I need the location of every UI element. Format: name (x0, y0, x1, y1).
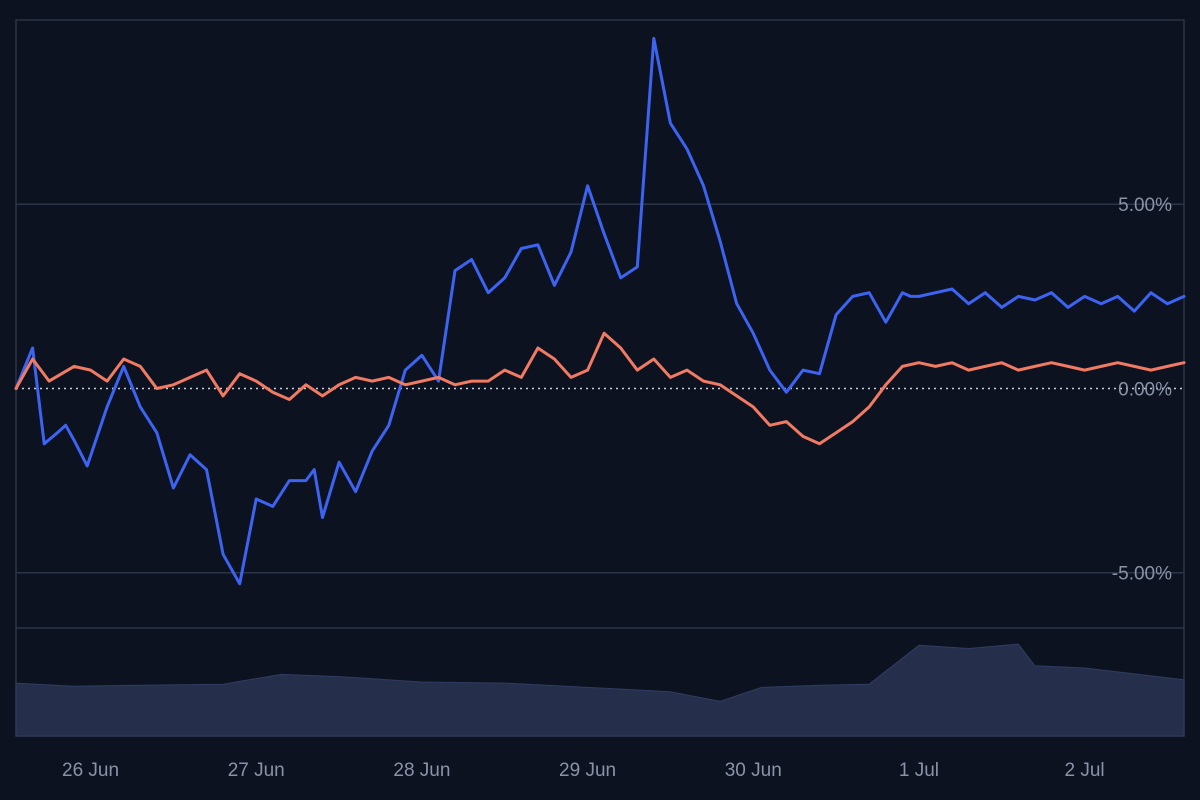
y-tick-label: 0.00% (1118, 379, 1172, 400)
y-tick-label: -5.00% (1112, 564, 1172, 585)
volume-area (15, 643, 1185, 737)
y-axis: 5.00% 0.00% -5.00% (1112, 195, 1172, 584)
x-tick-label: 30 Jun (725, 760, 782, 781)
y-tick-label: 5.00% (1118, 195, 1172, 216)
x-tick-label: 2 Jul (1065, 760, 1105, 781)
x-tick-label: 29 Jun (559, 760, 616, 781)
x-tick-label: 1 Jul (899, 760, 939, 781)
series-line-0 (14, 36, 1186, 586)
x-tick-label: 26 Jun (62, 760, 119, 781)
x-axis: 26 Jun 27 Jun 28 Jun 29 Jun 30 Jun 1 Jul 2 Jul (62, 760, 1105, 781)
volume-layer (15, 643, 1185, 737)
x-tick-label: 27 Jun (228, 760, 285, 781)
series-line-1 (14, 331, 1186, 446)
series-layer (14, 36, 1186, 586)
x-tick-label: 28 Jun (393, 760, 450, 781)
